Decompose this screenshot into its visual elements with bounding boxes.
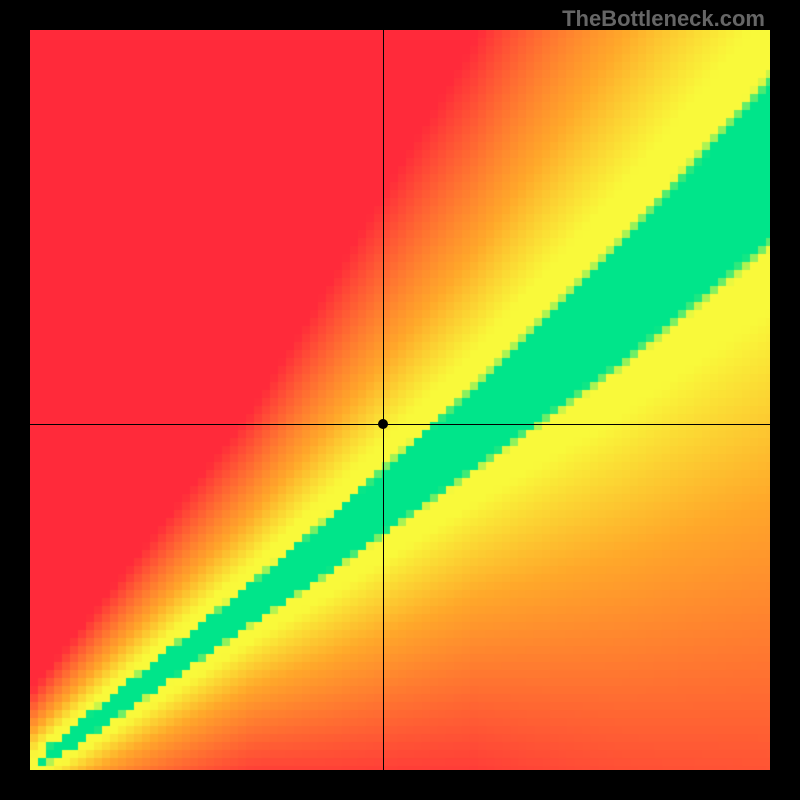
data-point-marker [378, 419, 388, 429]
heatmap-canvas [30, 30, 770, 770]
watermark-text: TheBottleneck.com [562, 6, 765, 32]
crosshair-vertical [383, 30, 384, 770]
crosshair-horizontal [30, 424, 770, 425]
plot-area [30, 30, 770, 770]
